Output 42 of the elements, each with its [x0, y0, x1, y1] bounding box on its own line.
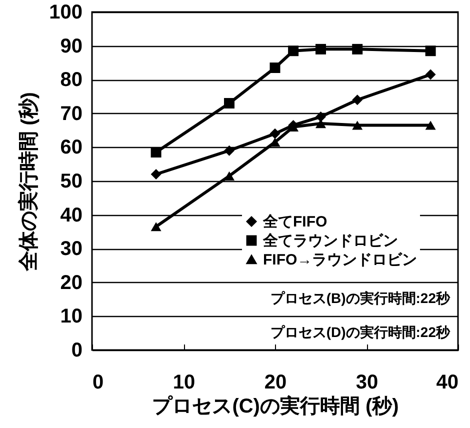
x-tick-label: 40: [436, 372, 458, 394]
x-tick-label: 30: [356, 372, 378, 394]
point: [352, 44, 363, 54]
annotation: プロセス(D)の実行時間:22秒: [270, 324, 451, 340]
point: [352, 94, 363, 106]
point: [270, 62, 280, 74]
y-tick-label: 30: [60, 238, 82, 260]
y-tick-label: 90: [60, 35, 82, 58]
y-tick-label: 20: [60, 272, 82, 294]
y-tick-label: 0: [71, 340, 82, 362]
point: [425, 46, 436, 56]
y-tick-label: 60: [60, 136, 82, 159]
point: [224, 145, 234, 156]
y-tick-label: 80: [60, 69, 82, 92]
y-tick-label: 40: [60, 204, 82, 226]
point: [270, 128, 280, 139]
point: [270, 138, 280, 147]
point: [224, 98, 234, 109]
annotation: プロセス(B)の実行時間:22秒: [270, 290, 451, 306]
point: [425, 69, 436, 80]
point: [316, 119, 326, 128]
y-tick-label: 100: [49, 2, 82, 24]
x-tick-label: 20: [264, 372, 287, 394]
y-axis-title: 全体の実行時間 (秒): [17, 92, 40, 272]
legend-label: 全てラウンドロビン: [262, 232, 398, 250]
y-tick-label: 10: [60, 306, 82, 328]
point: [288, 46, 299, 56]
y-tick-label: 70: [60, 102, 82, 125]
point: [425, 120, 436, 130]
point: [316, 44, 326, 54]
x-tick-label: 0: [92, 372, 104, 394]
y-tick-label: 50: [60, 170, 82, 192]
legend-label: 全てFIFO: [262, 214, 328, 230]
point: [150, 168, 162, 180]
point: [316, 112, 326, 122]
point: [352, 120, 363, 130]
legend-label: FIFO→ラウンドロビン: [263, 252, 418, 268]
x-tick-label: 10: [172, 372, 196, 394]
point: [150, 222, 162, 232]
x-axis-title: プロセス(C)の実行時間 (秒): [152, 394, 399, 418]
point: [150, 147, 162, 158]
point: [224, 171, 234, 180]
